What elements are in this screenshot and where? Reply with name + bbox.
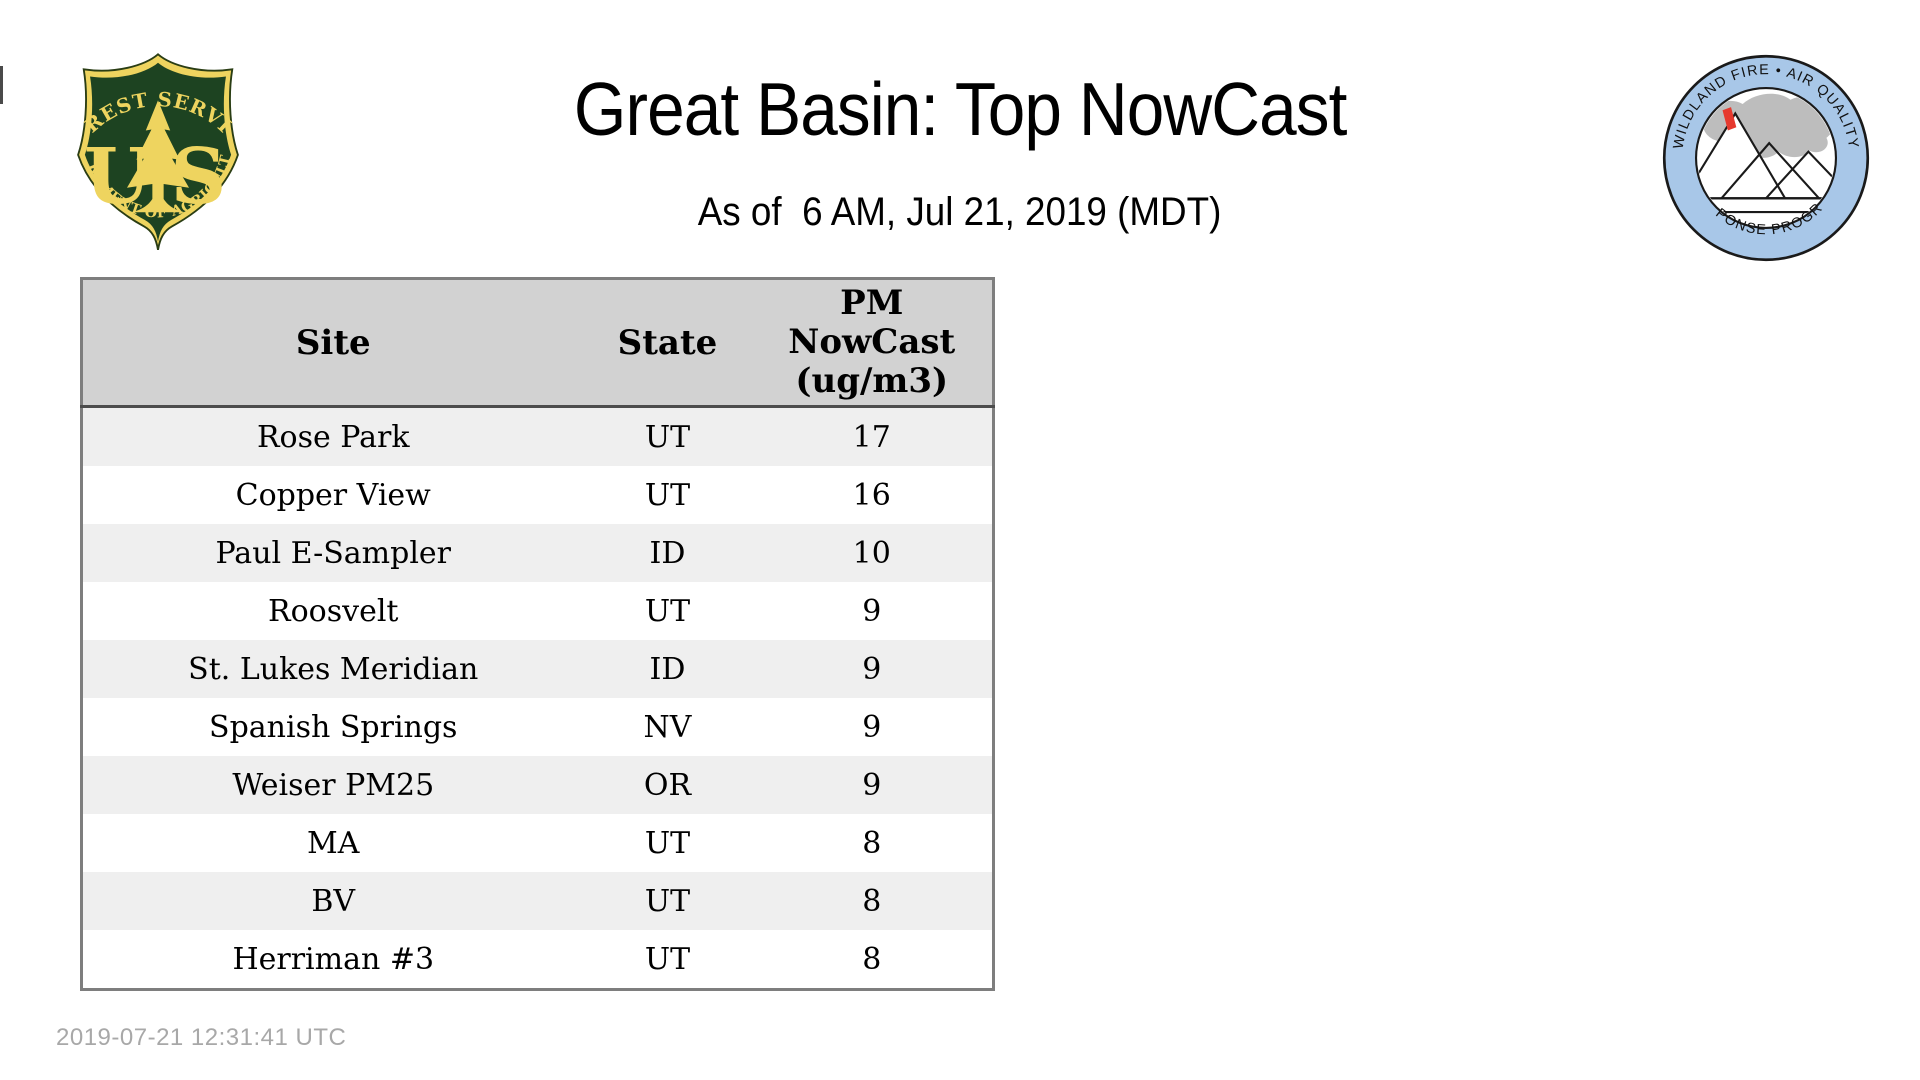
site-cell: Herriman #3 <box>81 930 584 990</box>
table-row: Rose Park UT 17 <box>81 406 994 466</box>
screen-edge-artifact <box>0 66 3 104</box>
table-row: Copper View UT 16 <box>81 466 994 524</box>
state-cell: ID <box>583 640 752 698</box>
table-row: Herriman #3 UT 8 <box>81 930 994 990</box>
table-row: Paul E-Sampler ID 10 <box>81 524 994 582</box>
table-row: St. Lukes Meridian ID 9 <box>81 640 994 698</box>
state-cell: UT <box>583 930 752 990</box>
table-row: MA UT 8 <box>81 814 994 872</box>
pm-cell: 10 <box>751 524 994 582</box>
flame-icon <box>1722 107 1737 131</box>
column-header-state: State <box>583 278 752 408</box>
us-forest-service-logo: FOREST SERVICE U S DEPARTMENT OF AGRICUL… <box>64 46 239 250</box>
site-cell: BV <box>81 872 584 930</box>
generation-timestamp: 2019-07-21 12:31:41 UTC <box>56 1024 347 1051</box>
pm-cell: 9 <box>751 756 994 814</box>
table-row: BV UT 8 <box>81 872 994 930</box>
column-header-site: Site <box>81 278 584 408</box>
pm-cell: 16 <box>751 466 994 524</box>
site-cell: Paul E-Sampler <box>81 524 584 582</box>
pm-cell: 9 <box>751 640 994 698</box>
state-cell: NV <box>583 698 752 756</box>
table-row: Roosvelt UT 9 <box>81 582 994 640</box>
page-subtitle: As of 6 AM, Jul 21, 2019 (MDT) <box>698 190 1222 234</box>
pm-cell: 8 <box>751 872 994 930</box>
site-cell: MA <box>81 814 584 872</box>
column-header-pm-nowcast: PM NowCast (ug/m3) <box>751 278 994 408</box>
state-cell: UT <box>583 582 752 640</box>
state-cell: UT <box>583 406 752 466</box>
pm-cell: 8 <box>751 930 994 990</box>
state-cell: OR <box>583 756 752 814</box>
site-cell: Weiser PM25 <box>81 756 584 814</box>
table-row: Spanish Springs NV 9 <box>81 698 994 756</box>
site-cell: Rose Park <box>81 406 584 466</box>
state-cell: UT <box>583 814 752 872</box>
pm-cell: 8 <box>751 814 994 872</box>
nowcast-table: Site State PM NowCast (ug/m3) Rose Park … <box>80 277 995 991</box>
site-cell: Copper View <box>81 466 584 524</box>
pm-cell: 9 <box>751 582 994 640</box>
table-row: Weiser PM25 OR 9 <box>81 756 994 814</box>
state-cell: ID <box>583 524 752 582</box>
state-cell: UT <box>583 872 752 930</box>
pm-cell: 9 <box>751 698 994 756</box>
pine-tree-icon <box>126 100 190 213</box>
table-header-row: Site State PM NowCast (ug/m3) <box>81 278 994 408</box>
pm-cell: 17 <box>751 406 994 466</box>
state-cell: UT <box>583 466 752 524</box>
site-cell: Roosvelt <box>81 582 584 640</box>
site-cell: St. Lukes Meridian <box>81 640 584 698</box>
wfaqrp-logo: WILDLAND FIRE • AIR QUALITY RESPONSE PRO… <box>1660 52 1870 262</box>
page-title: Great Basin: Top NowCast <box>573 67 1347 151</box>
column-header-pm-text: PM NowCast (ug/m3) <box>788 282 956 402</box>
site-cell: Spanish Springs <box>81 698 584 756</box>
